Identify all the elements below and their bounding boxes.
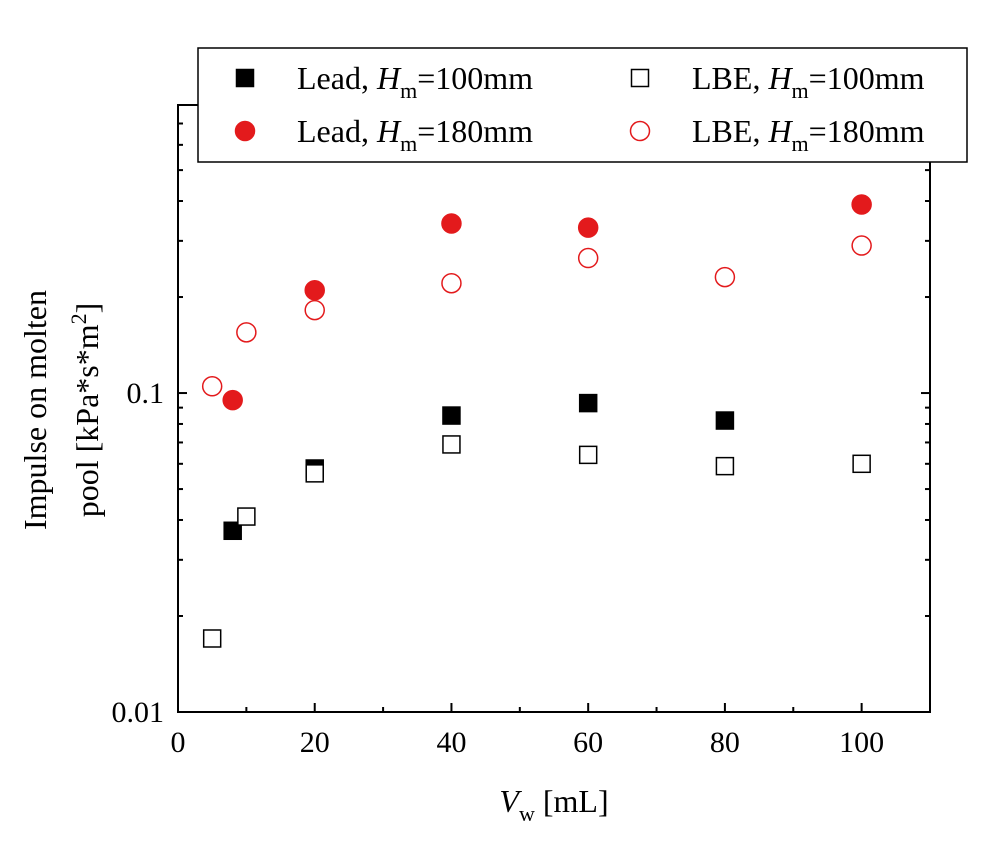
data-point	[715, 411, 735, 430]
data-point	[851, 235, 872, 256]
series-0	[223, 393, 735, 541]
legend-marker	[630, 68, 650, 88]
legend-marker	[235, 68, 255, 88]
data-point	[441, 272, 462, 294]
data-points	[201, 194, 872, 648]
data-point	[305, 464, 324, 483]
legend-label: LBE, Hm=100mm	[692, 60, 925, 103]
data-point	[201, 376, 223, 397]
y-tick-label: 0.1	[127, 377, 165, 410]
data-point	[304, 299, 325, 321]
legend-label: Lead, Hm=180mm	[297, 113, 533, 156]
data-point	[577, 217, 599, 238]
data-point	[578, 445, 598, 465]
data-point	[441, 213, 462, 234]
data-point	[715, 456, 735, 476]
axes: 0 20 40 60 80 100 0.01 0.1	[112, 104, 931, 759]
x-tick-label: 100	[839, 726, 884, 759]
legend-marker	[234, 120, 256, 142]
data-point	[442, 435, 461, 454]
legend-label: LBE, Hm=180mm	[692, 113, 925, 156]
x-tick-label: 40	[436, 726, 466, 759]
axis-titles: Vw [mL] Impulse on molten pool [kPa*s*m2]	[17, 290, 609, 826]
data-point	[442, 406, 461, 425]
x-tick-label: 80	[710, 726, 740, 759]
data-point	[222, 389, 243, 411]
legend-box	[197, 47, 968, 163]
x-axis-title: Vw [mL]	[499, 783, 608, 826]
legend: Lead, Hm=100mm LBE, Hm=100mm Lead, Hm=180m…	[197, 47, 968, 163]
series-3	[201, 235, 872, 397]
series-1	[202, 435, 871, 648]
data-point	[852, 454, 871, 474]
data-point	[714, 266, 736, 288]
x-tick-label: 20	[300, 726, 330, 759]
legend-marker	[629, 120, 651, 142]
data-point	[304, 280, 325, 301]
data-point	[202, 629, 222, 648]
data-point	[237, 507, 256, 526]
y-axis-title-line1: Impulse on molten	[17, 290, 53, 530]
y-axis-title: Impulse on molten pool [kPa*s*m2]	[17, 290, 105, 530]
x-tick-label: 0	[171, 726, 186, 759]
data-point	[578, 393, 598, 413]
plot-frame	[177, 104, 931, 713]
x-tick-label: 60	[573, 726, 603, 759]
data-point	[223, 521, 242, 541]
data-point	[236, 322, 257, 343]
series-2	[222, 194, 872, 411]
y-tick-label: 0.01	[112, 696, 165, 729]
data-point	[851, 194, 872, 215]
y-axis-title-line2: pool [kPa*s*m2]	[66, 303, 105, 518]
legend-label: Lead, Hm=100mm	[297, 60, 533, 103]
data-point	[577, 247, 599, 269]
